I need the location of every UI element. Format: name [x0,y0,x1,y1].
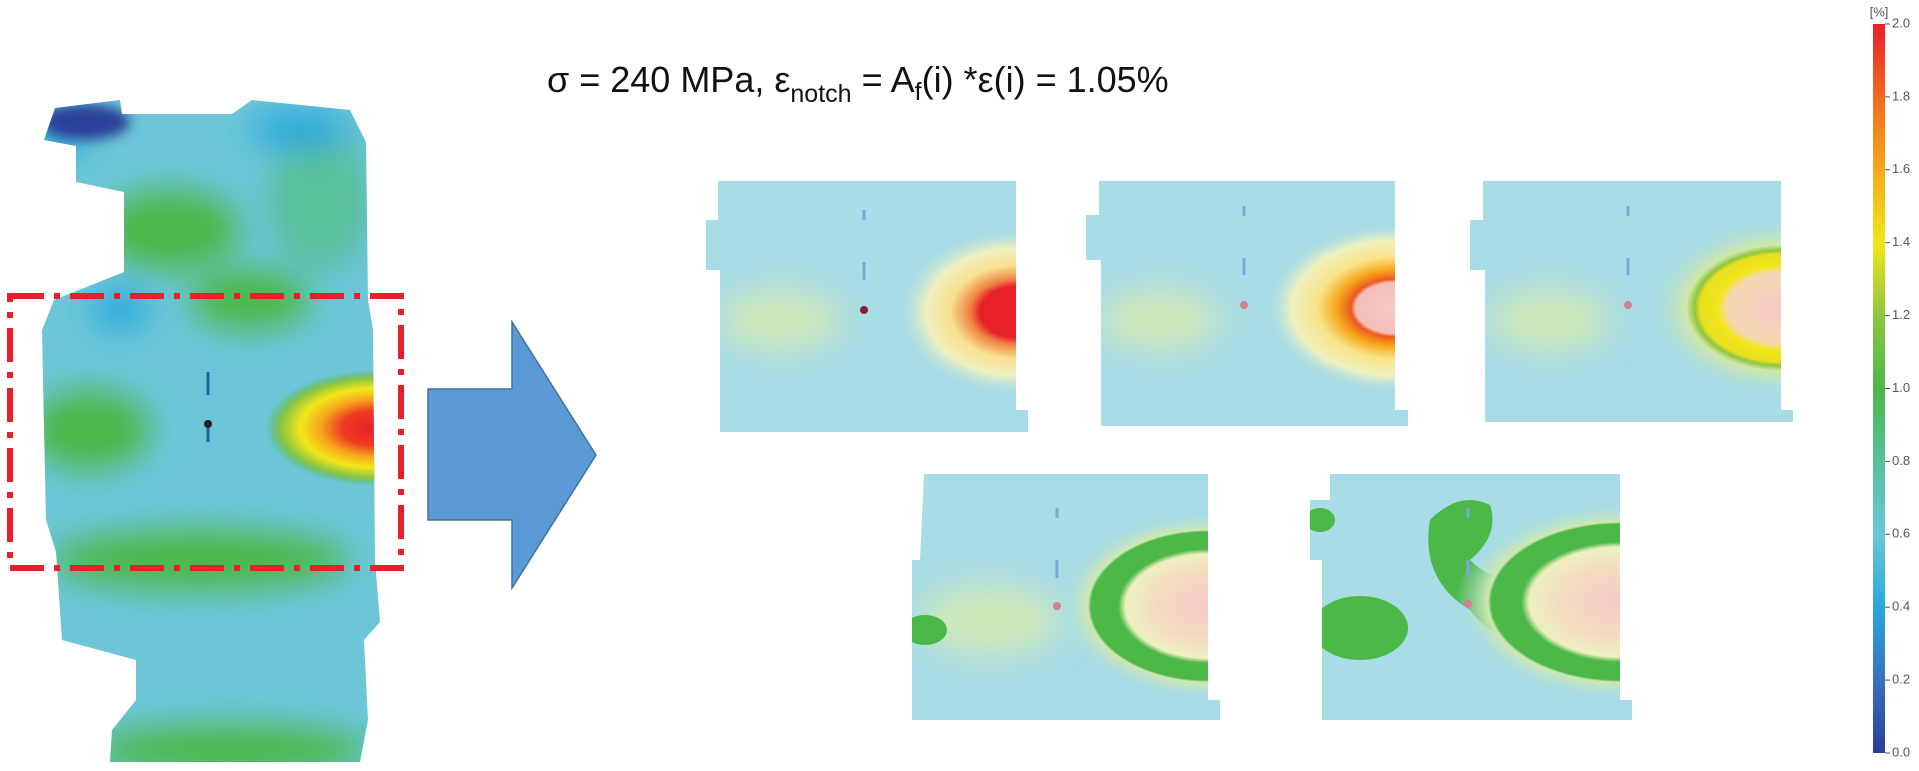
arrow [427,319,597,591]
colorbar-tick-label: 0.8 [1892,453,1910,468]
shape-ellipse [1058,511,1220,701]
title-text: σ = 240 MPa, ε [547,59,790,100]
shape-ellipse [250,110,350,150]
shape-ellipse [1455,502,1632,702]
title-subscript: f [915,78,922,106]
shape-ellipse [270,130,370,270]
colorbar-tick-label: 0.2 [1892,672,1910,687]
colorbar [1873,24,1885,753]
colorbar-tick-label: 0.0 [1892,744,1910,759]
strain-panel [1470,181,1793,422]
strain-panel [706,181,1028,432]
shape-ellipse [42,390,150,470]
shape-ellipse [42,104,130,140]
shape-ellipse [1310,508,1335,532]
shape-circle [204,420,212,428]
shape-ellipse [90,290,150,330]
title-text: = A [852,59,915,100]
shape-ellipse [912,615,947,645]
shape-ellipse [50,530,350,590]
shape-ellipse [720,290,840,350]
shape-circle [1053,602,1061,610]
strain-panel [912,474,1220,720]
selection-box [7,293,404,571]
shape-ellipse [1490,290,1610,350]
shape-ellipse [896,227,1028,397]
colorbar-tick-label: 1.8 [1892,88,1910,103]
strain-panel [1086,181,1408,426]
colorbar-tick-label: 1.2 [1892,307,1910,322]
strain-panel [1310,474,1632,720]
shape-ellipse [1312,596,1408,660]
colorbar-tick-label: 2.0 [1892,15,1910,30]
colorbar-tick-label: 0.6 [1892,526,1910,541]
shape-ellipse [1100,290,1220,350]
shape-ellipse [190,270,310,330]
colorbar-tick-label: 1.0 [1892,380,1910,395]
shape-circle [1624,301,1632,309]
colorbar-tick-label: 1.6 [1892,161,1910,176]
title-text: (i) *ε(i) = 1.05% [922,59,1169,100]
shape-ellipse [100,190,240,270]
shape-g [42,110,370,762]
shape-circle [860,306,868,314]
title-subscript: notch [790,80,851,108]
shape-ellipse [90,725,370,762]
shape-ellipse [1265,223,1408,393]
strain-map [42,100,380,762]
shape-circle [1464,600,1472,608]
shape-circle [1240,301,1248,309]
shape-ellipse [1646,218,1793,398]
title: σ = 240 MPa, εnotch = Af(i) *ε(i) = 1.05… [547,59,1169,108]
colorbar-unit: [%] [1870,4,1889,19]
shape-ellipse [920,585,1060,655]
colorbar-tick-label: 0.4 [1892,599,1910,614]
colorbar-tick-label: 1.4 [1892,234,1910,249]
